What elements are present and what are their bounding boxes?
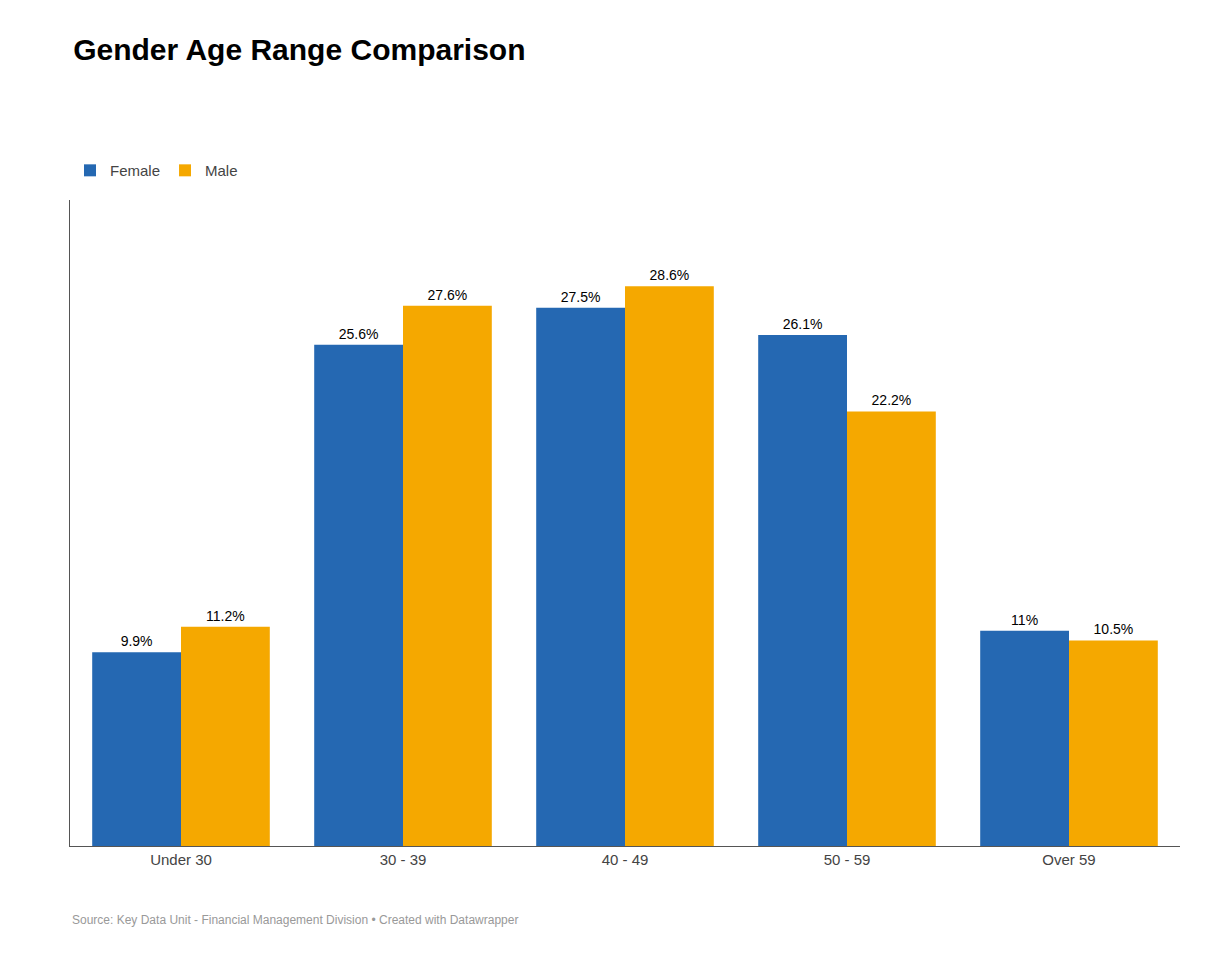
svg-text:26.1%: 26.1% — [783, 316, 823, 332]
svg-text:Male: Male — [205, 162, 238, 179]
svg-text:40 - 49: 40 - 49 — [602, 851, 649, 868]
svg-text:10.5%: 10.5% — [1094, 621, 1134, 637]
svg-text:9.9%: 9.9% — [121, 633, 153, 649]
svg-text:Gender Age Range Comparison: Gender Age Range Comparison — [73, 33, 525, 66]
svg-text:22.2%: 22.2% — [872, 392, 912, 408]
svg-text:11%: 11% — [1011, 612, 1038, 628]
svg-text:Over 59: Over 59 — [1042, 851, 1095, 868]
svg-text:25.6%: 25.6% — [339, 326, 379, 342]
svg-text:Female: Female — [110, 162, 160, 179]
svg-text:11.2%: 11.2% — [206, 608, 245, 624]
svg-text:27.5%: 27.5% — [561, 289, 601, 305]
svg-text:Source: Key Data Unit - Financ: Source: Key Data Unit - Financial Manage… — [72, 913, 518, 927]
svg-text:28.6%: 28.6% — [650, 267, 690, 283]
svg-text:Under 30: Under 30 — [150, 851, 212, 868]
svg-text:50 - 59: 50 - 59 — [824, 851, 871, 868]
svg-text:30 - 39: 30 - 39 — [380, 851, 427, 868]
svg-text:27.6%: 27.6% — [428, 287, 468, 303]
